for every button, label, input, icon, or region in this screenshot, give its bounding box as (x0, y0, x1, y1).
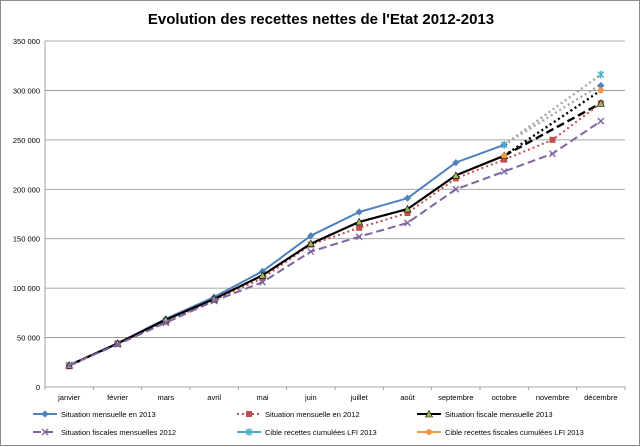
y-tick-label: 0 (36, 383, 40, 392)
x-tick-label: avril (207, 393, 221, 402)
y-tick-label: 200 000 (13, 185, 40, 194)
gridlines (45, 40, 625, 338)
data-point (355, 233, 363, 241)
legend-label: Situation mensuelle en 2013 (61, 410, 156, 419)
y-tick-label: 250 000 (13, 136, 40, 145)
series-line (69, 103, 601, 365)
x-tick-label: juillet (350, 393, 369, 402)
legend-marker (424, 409, 434, 418)
data-point (306, 239, 315, 247)
data-point (451, 171, 460, 179)
data-point (404, 219, 411, 227)
legend-item: Situation fiscales mensuelles 2012 (33, 428, 176, 437)
data-point (258, 271, 267, 279)
series-group (65, 70, 605, 370)
legend-label: Situation mensuelle en 2012 (265, 410, 360, 419)
x-tick-label: février (107, 393, 128, 402)
data-point (65, 361, 73, 369)
x-tick-label: novembre (536, 393, 569, 402)
projection-line (503, 83, 602, 146)
data-point (549, 150, 556, 158)
data-point (403, 204, 412, 213)
x-axis-ticks: janvier février mars avril mai juin juillet aoû… (44, 387, 626, 402)
data-point (259, 278, 266, 286)
data-point (452, 158, 460, 167)
data-point (597, 70, 605, 79)
series-6 (501, 87, 604, 159)
x-tick-label: août (400, 393, 416, 402)
y-tick-label: 350 000 (13, 37, 40, 46)
data-point (597, 87, 604, 94)
projection-line (503, 89, 602, 157)
projection-line (503, 102, 602, 157)
data-point (404, 210, 411, 217)
series-line (68, 102, 602, 368)
data-point (549, 136, 556, 143)
legend-marker (246, 411, 252, 417)
series-1 (65, 81, 605, 369)
data-point (403, 194, 412, 202)
y-tick-label: 50 000 (17, 334, 40, 343)
chart-title: Evolution des recettes nettes de l'Etat … (148, 11, 494, 28)
data-point (307, 248, 315, 256)
y-tick-label: 100 000 (13, 284, 40, 293)
x-tick-label: mai (256, 393, 268, 402)
data-point (501, 156, 508, 163)
data-point (307, 232, 315, 240)
data-point (356, 224, 363, 231)
x-tick-label: mars (157, 393, 174, 402)
data-point (500, 140, 508, 149)
projection-lines (503, 73, 602, 157)
legend-item: Situation mensuelle en 2012 (237, 410, 360, 419)
x-tick-label: octobre (492, 393, 517, 402)
series-4 (65, 117, 605, 369)
y-tick-label: 150 000 (13, 235, 40, 244)
legend-item: Cible recettes fiscales cumulées LFI 201… (417, 428, 584, 437)
legend-marker (426, 429, 432, 435)
data-point (162, 319, 170, 327)
data-point (597, 81, 605, 90)
legend-item: Situation fiscale mensuelle 2013 (417, 409, 553, 419)
axes (44, 41, 625, 388)
data-point (500, 167, 508, 175)
x-tick-label: décembre (584, 393, 617, 402)
x-tick-label: juin (304, 393, 317, 402)
legend-item: Situation mensuelle en 2013 (33, 410, 156, 419)
data-point (597, 117, 605, 125)
data-point (452, 185, 460, 193)
data-point (596, 99, 605, 107)
data-point (355, 217, 364, 226)
legend: Situation mensuelle en 2013 Situation men… (33, 409, 584, 437)
y-axis-ticks: 0 50 000 100 000 150 000 200 000 250 000 300 0… (13, 37, 40, 392)
series-line (69, 86, 601, 366)
data-point (210, 297, 218, 305)
projection-line (503, 73, 602, 146)
legend-marker (41, 428, 49, 436)
data-point (355, 208, 363, 216)
series-line (68, 120, 602, 367)
legend-label: Cible recettes cumulées LFI 2013 (265, 428, 377, 437)
legend-marker (245, 428, 253, 436)
data-point (501, 152, 508, 159)
legend-label: Cible recettes fiscales cumulées LFI 201… (445, 428, 584, 437)
legend-marker (41, 410, 49, 418)
series-5 (500, 70, 605, 149)
legend-item: Cible recettes cumulées LFI 2013 (237, 428, 377, 437)
x-tick-label: septembre (438, 393, 473, 402)
x-tick-label: janvier (57, 393, 81, 402)
legend-label: Situation fiscales mensuelles 2012 (61, 428, 176, 437)
data-point (114, 340, 121, 348)
legend-label: Situation fiscale mensuelle 2013 (445, 410, 553, 419)
y-tick-label: 300 000 (13, 86, 40, 95)
